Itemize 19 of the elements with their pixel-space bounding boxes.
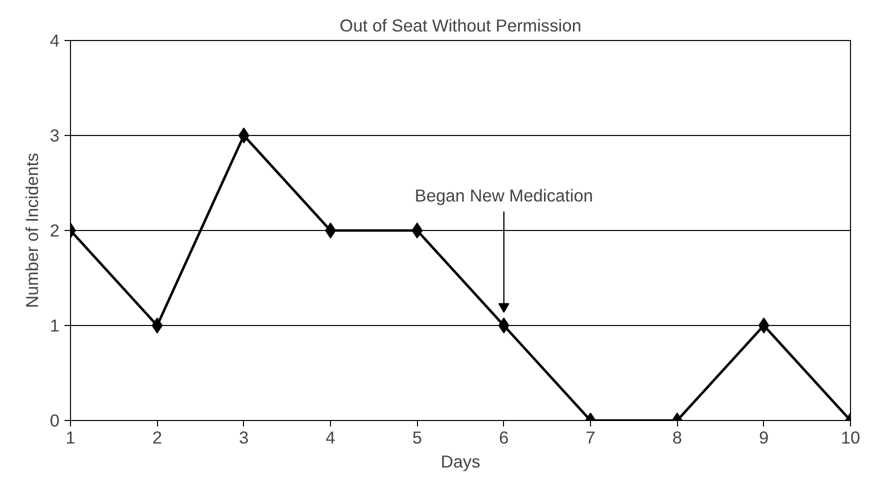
x-tick-label: 3 [239,428,249,448]
annotation: Began New Medication [414,186,593,206]
y-axis-title: Number of Incidents [22,152,42,308]
y-tick-label: 4 [50,30,60,50]
x-tick-label: 10 [840,428,860,448]
x-tick-label: 4 [326,428,336,448]
x-tick-label: 6 [499,428,509,448]
x-tick-label: 8 [672,428,682,448]
x-tick-label: 1 [66,428,76,448]
chart-title: Out of Seat Without Permission [340,16,582,36]
x-tick-label: 5 [412,428,422,448]
x-tick-label: 7 [586,428,596,448]
y-tick-label: 1 [50,316,60,336]
x-axis-title: Days [440,452,481,472]
y-tick-label: 2 [50,220,60,240]
x-tick-label: 2 [152,428,162,448]
y-tick-label: 3 [50,126,60,146]
x-tick-label: 9 [759,428,769,448]
y-tick-label: 0 [50,410,60,430]
